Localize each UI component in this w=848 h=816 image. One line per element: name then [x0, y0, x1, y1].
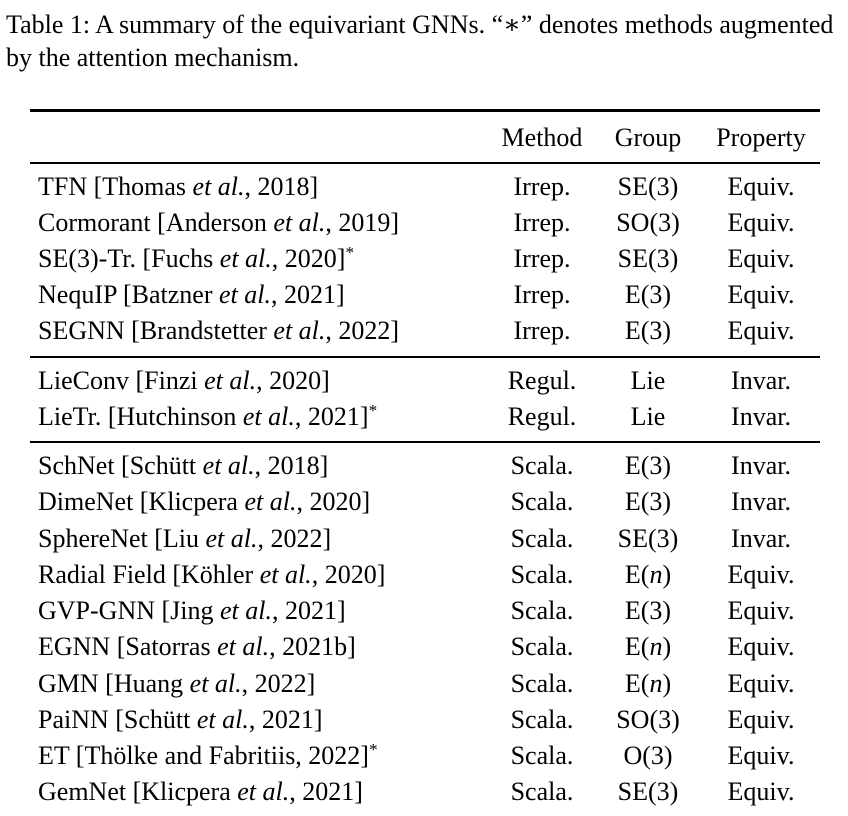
group-cell: SE(3) — [617, 171, 679, 201]
model-name-cell: SEGNN [Brandstetter et al., 2022] — [38, 316, 400, 346]
table-row: ET [Thölke and Fabritiis, 2022]* Scala. O(… — [30, 738, 820, 774]
group-cell: SE(3) — [617, 777, 679, 807]
property-cell: Invar. — [731, 365, 791, 395]
group-cell: SO(3) — [616, 704, 680, 734]
header-property: Property — [702, 110, 820, 164]
table-row: GMN [Huang et al., 2022] Scala. E(n) Equiv. — [30, 666, 820, 702]
method-cell: Scala. — [510, 596, 574, 626]
method-cell: Scala. — [510, 487, 574, 517]
method-cell: Irrep. — [513, 207, 571, 237]
table-row: Cormorant [Anderson et al., 2019] Irrep. S… — [30, 205, 820, 241]
property-cell: Equiv. — [727, 596, 795, 626]
property-cell: Equiv. — [727, 704, 795, 734]
group-cell: E(3) — [624, 487, 672, 517]
method-cell: Irrep. — [513, 171, 571, 201]
model-name-cell: SphereNet [Liu et al., 2022] — [38, 523, 332, 553]
method-cell: Scala. — [510, 741, 574, 771]
group-cell: O(3) — [623, 741, 673, 771]
header-row: Method Group Property — [30, 110, 820, 164]
header-method: Method — [490, 110, 594, 164]
group-cell: SE(3) — [617, 244, 679, 273]
model-name-cell: NequIP [Batzner et al., 2021] — [38, 280, 345, 310]
model-name-cell: SchNet [Schütt et al., 2018] — [38, 451, 329, 481]
method-cell: Scala. — [510, 704, 574, 734]
header-empty-cell — [30, 110, 490, 164]
equivariant-gnn-summary-table: Method Group Property TFN [Thomas et al.… — [30, 108, 820, 816]
property-cell: Invar. — [731, 523, 791, 553]
table-row: GVP-GNN [Jing et al., 2021] Scala. E(3) Equ… — [30, 593, 820, 629]
model-name-cell: ET [Thölke and Fabritiis, 2022]* — [38, 740, 378, 771]
model-name-cell: GemNet [Klicpera et al., 2021] — [38, 777, 363, 807]
table-row: LieConv [Finzi et al., 2020] Regul. Lie Inv… — [30, 357, 820, 399]
property-cell: Equiv. — [727, 171, 795, 201]
method-cell: Scala. — [510, 632, 574, 662]
property-cell: Equiv. — [727, 207, 795, 237]
group-cell: Lie — [630, 401, 666, 431]
method-cell: Regul. — [507, 365, 577, 395]
method-cell: Irrep. — [513, 244, 571, 273]
model-name-cell: LieConv [Finzi et al., 2020] — [38, 365, 330, 395]
property-cell: Invar. — [731, 451, 791, 481]
table-row: EGNN [Satorras et al., 2021b] Scala. E(n) E… — [30, 629, 820, 665]
method-cell: Scala. — [510, 559, 574, 589]
method-cell: Scala. — [510, 451, 574, 481]
method-cell: Irrep. — [513, 316, 571, 346]
model-name-cell: GMN [Huang et al., 2022] — [38, 668, 316, 698]
table-section-1: TFN [Thomas et al., 2018] Irrep. SE(3) Equi… — [30, 163, 820, 357]
property-cell: Equiv. — [727, 244, 795, 273]
model-name-cell: GVP-GNN [Jing et al., 2021] — [38, 596, 346, 626]
model-name-cell: DimeNet [Klicpera et al., 2020] — [38, 487, 371, 517]
group-cell: E(n) — [624, 559, 672, 589]
header-group: Group — [594, 110, 702, 164]
property-cell: Equiv. — [727, 559, 795, 589]
table-header: Method Group Property — [30, 110, 820, 164]
table-row: SphereNet [Liu et al., 2022] Scala. SE(3) I… — [30, 521, 820, 557]
property-cell: Equiv. — [727, 280, 795, 310]
table-row: PaiNN [Schütt et al., 2021] Scala. SO(3) Eq… — [30, 702, 820, 738]
model-name-cell: PaiNN [Schütt et al., 2021] — [38, 704, 323, 734]
model-name-cell: SE(3)-Tr. [Fuchs et al., 2020]* — [38, 243, 355, 273]
property-cell: Equiv. — [727, 777, 795, 807]
method-cell: Regul. — [507, 401, 577, 431]
table-row: NequIP [Batzner et al., 2021] Irrep. E(3) E… — [30, 277, 820, 313]
group-cell: E(3) — [624, 596, 672, 626]
table-row: DimeNet [Klicpera et al., 2020] Scala. E(3… — [30, 484, 820, 520]
group-cell: E(3) — [624, 316, 672, 346]
table-section-3: SchNet [Schütt et al., 2018] Scala. E(3) In… — [30, 442, 820, 816]
group-cell: E(3) — [624, 451, 672, 481]
group-cell: SO(3) — [616, 207, 680, 237]
property-cell: Invar. — [731, 487, 791, 517]
table-row: SchNet [Schütt et al., 2018] Scala. E(3) In… — [30, 442, 820, 484]
model-name-cell: Cormorant [Anderson et al., 2019] — [38, 207, 400, 237]
method-cell: Scala. — [510, 777, 574, 807]
table-row: GemNet [Klicpera et al., 2021] Scala. SE(3… — [30, 774, 820, 816]
table-row: LieTr. [Hutchinson et al., 2021]* Regul. L… — [30, 399, 820, 442]
table-row: TFN [Thomas et al., 2018] Irrep. SE(3) Equi… — [30, 163, 820, 205]
property-cell: Equiv. — [727, 316, 795, 346]
table-row: SEGNN [Brandstetter et al., 2022] Irrep. E… — [30, 313, 820, 356]
group-cell: E(3) — [624, 280, 672, 310]
property-cell: Equiv. — [727, 741, 795, 771]
group-cell: E(n) — [624, 668, 672, 698]
group-cell: SE(3) — [617, 523, 679, 553]
table-row: SE(3)-Tr. [Fuchs et al., 2020]* Irrep. SE(… — [30, 241, 820, 277]
table-caption: Table 1: A summary of the equivariant GN… — [6, 10, 834, 73]
group-cell: Lie — [630, 365, 666, 395]
table-row: Radial Field [Köhler et al., 2020] Scala.… — [30, 557, 820, 593]
method-cell: Irrep. — [513, 280, 571, 310]
table-section-2: LieConv [Finzi et al., 2020] Regul. Lie Inv… — [30, 356, 820, 442]
property-cell: Invar. — [731, 401, 791, 431]
group-cell: E(n) — [624, 632, 672, 662]
model-name-cell: TFN [Thomas et al., 2018] — [38, 171, 319, 201]
model-name-cell: LieTr. [Hutchinson et al., 2021]* — [38, 400, 378, 431]
model-name-cell: Radial Field [Köhler et al., 2020] — [38, 559, 386, 589]
method-cell: Scala. — [510, 668, 574, 698]
method-cell: Scala. — [510, 523, 574, 553]
model-name-cell: EGNN [Satorras et al., 2021b] — [38, 632, 356, 662]
property-cell: Equiv. — [727, 632, 795, 662]
property-cell: Equiv. — [727, 668, 795, 698]
